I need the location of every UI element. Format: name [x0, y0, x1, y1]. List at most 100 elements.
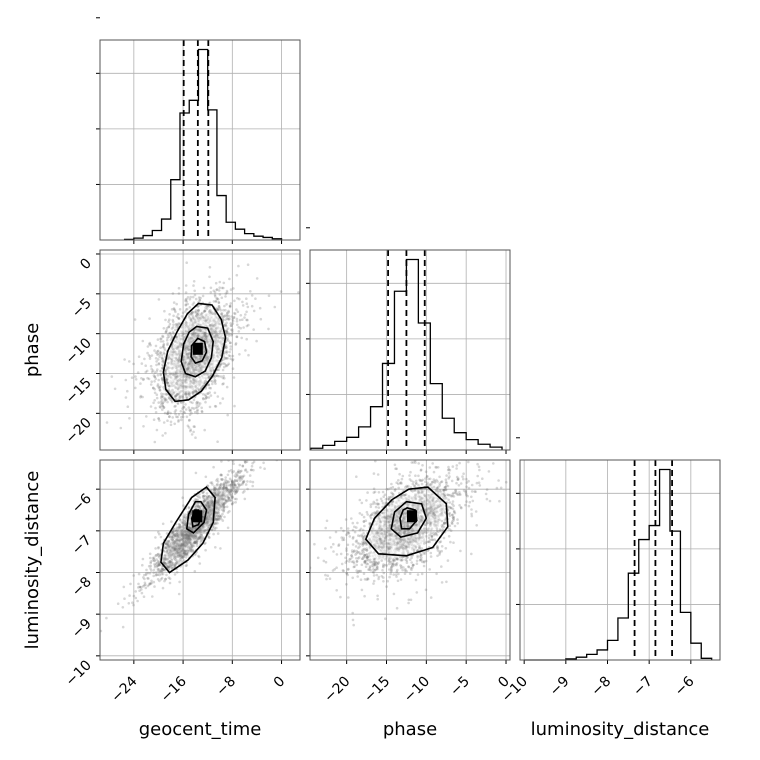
scatter-point	[161, 340, 165, 343]
scatter-point	[229, 490, 232, 494]
scatter-point	[203, 362, 206, 365]
scatter-point	[182, 548, 185, 552]
scatter-point	[179, 558, 183, 561]
scatter-point	[187, 539, 190, 543]
scatter-point	[191, 332, 195, 336]
scatter-point	[173, 410, 177, 414]
scatter-point	[179, 549, 182, 553]
scatter-point	[181, 550, 184, 553]
scatter-point	[172, 363, 176, 366]
scatter-point	[148, 341, 152, 345]
scatter-point	[160, 378, 164, 381]
scatter-point	[188, 348, 191, 352]
scatter-point	[156, 352, 159, 355]
scatter-point	[191, 533, 194, 537]
scatter-point	[188, 526, 192, 530]
scatter-point	[197, 358, 200, 361]
scatter-point	[238, 475, 241, 479]
scatter-point	[187, 365, 190, 369]
scatter-point	[195, 356, 198, 360]
scatter-point	[149, 560, 153, 563]
scatter-point	[177, 533, 180, 536]
scatter-point	[191, 367, 195, 370]
scatter-point	[183, 553, 187, 557]
scatter-point	[175, 561, 179, 564]
scatter-point	[172, 356, 175, 359]
scatter-point	[200, 355, 204, 358]
scatter-point	[169, 563, 172, 567]
scatter-point	[164, 330, 168, 334]
scatter-point	[205, 357, 208, 360]
scatter-point	[166, 378, 169, 381]
scatter-point	[224, 344, 228, 348]
scatter-point	[173, 405, 176, 408]
scatter-point	[216, 522, 219, 525]
scatter-point	[191, 538, 194, 541]
scatter-point	[221, 478, 224, 481]
scatter-point	[208, 505, 212, 509]
scatter-point	[206, 511, 210, 514]
scatter-point	[183, 520, 186, 523]
scatter-point	[231, 486, 234, 490]
scatter-point	[196, 387, 199, 390]
scatter-point	[229, 324, 233, 328]
scatter-point	[270, 441, 273, 444]
scatter-point	[195, 357, 199, 361]
scatter-point	[227, 491, 230, 494]
scatter-point	[203, 316, 207, 319]
scatter-point	[183, 529, 186, 533]
scatter-point	[186, 345, 189, 349]
scatter-point	[175, 362, 178, 366]
scatter-point	[192, 534, 196, 537]
scatter-point	[239, 326, 242, 330]
scatter-point	[186, 346, 190, 350]
scatter-point	[179, 365, 183, 368]
scatter-point	[184, 362, 187, 366]
scatter-point	[169, 551, 172, 554]
scatter-point	[202, 372, 206, 376]
scatter-point	[177, 536, 180, 540]
scatter-point	[188, 351, 191, 355]
scatter-point	[167, 356, 170, 360]
scatter-point	[176, 371, 179, 375]
scatter-point	[205, 357, 209, 361]
scatter-point	[206, 503, 209, 507]
scatter-point	[224, 324, 228, 327]
scatter-point	[230, 479, 234, 483]
scatter-point	[187, 377, 191, 380]
scatter-point	[185, 549, 189, 552]
scatter-point	[263, 467, 266, 471]
scatter-point	[206, 510, 210, 514]
scatter-point	[167, 565, 171, 569]
scatter-point	[183, 523, 186, 527]
scatter-point	[211, 503, 215, 507]
scatter-point	[175, 323, 178, 327]
scatter-point	[155, 393, 159, 397]
scatter-point	[181, 378, 185, 381]
scatter-point	[211, 327, 214, 331]
scatter-point	[175, 548, 178, 552]
scatter-point	[180, 384, 184, 388]
scatter-point	[202, 380, 206, 384]
scatter-point	[199, 357, 203, 361]
scatter-point	[204, 495, 207, 498]
scatter-point	[184, 537, 188, 540]
scatter-point	[184, 541, 187, 545]
scatter-point	[201, 366, 205, 370]
scatter-point	[217, 490, 220, 494]
scatter-point	[153, 371, 157, 374]
scatter-point	[201, 322, 205, 325]
scatter-point	[208, 514, 211, 517]
scatter-point	[173, 533, 176, 536]
scatter-point	[233, 490, 236, 494]
scatter-point	[180, 529, 184, 533]
scatter-point	[185, 297, 188, 301]
scatter-point	[187, 524, 191, 528]
scatter-point	[171, 372, 174, 376]
scatter-point	[164, 562, 167, 565]
scatter-point	[184, 381, 187, 384]
scatter-point	[177, 364, 181, 367]
scatter-point	[187, 359, 191, 363]
scatter-point	[221, 502, 224, 506]
scatter-point	[218, 514, 221, 518]
